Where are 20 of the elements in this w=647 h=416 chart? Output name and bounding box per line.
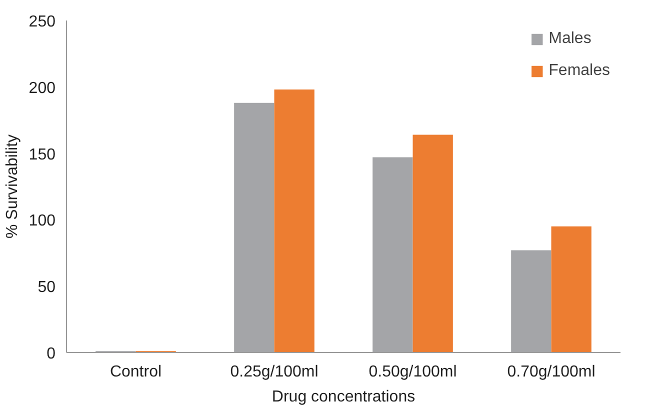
x-tick-label: Control [110, 364, 162, 380]
x-tick-label: 0.25g/100ml [230, 364, 318, 380]
bar [551, 226, 592, 352]
y-tick-label: 0 [46, 346, 56, 362]
legend-label: Males [548, 30, 592, 48]
bar [412, 134, 453, 352]
y-tick-label: 100 [28, 212, 56, 230]
x-axis-title: Drug concentrations [272, 388, 416, 406]
y-tick-label: 250 [28, 14, 56, 30]
y-tick-label: 200 [28, 80, 56, 97]
x-tick-label: 0.70g/100ml [507, 364, 596, 380]
y-axis-title: % Survivability [4, 134, 21, 239]
bar [274, 90, 314, 352]
bar [234, 102, 274, 352]
y-tick-label: 150 [28, 146, 56, 164]
bar [372, 157, 413, 352]
y-tick-label: 50 [38, 279, 56, 296]
legend-label: Females [548, 62, 610, 80]
x-tick-label: 0.50g/100ml [368, 364, 457, 380]
bar [511, 250, 552, 352]
